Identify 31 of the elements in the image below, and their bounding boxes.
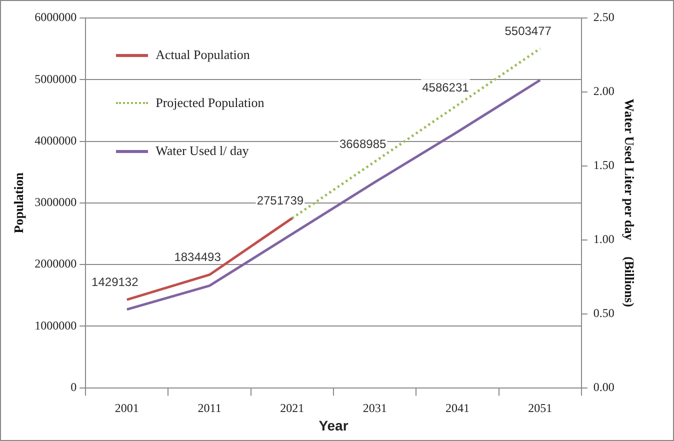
data-label: 2751739	[256, 194, 304, 208]
data-label: 5503477	[504, 24, 552, 38]
data-label: 4586231	[422, 80, 470, 94]
y2-tick-label: 1.00	[593, 232, 614, 246]
data-label: 3668985	[339, 136, 386, 151]
x-tick-label: 2001	[114, 401, 139, 416]
y2-tick-label: 2.50	[593, 10, 614, 24]
y-tick-label: 5000000	[34, 72, 77, 86]
y-tick-label: 0	[70, 380, 77, 394]
legend-label: Actual Population	[156, 47, 250, 63]
y-tick-label: 6000000	[34, 10, 77, 24]
y2-tick-label: 2.00	[593, 84, 614, 98]
y2-tick-label: 1.50	[593, 158, 614, 172]
y-tick-label: 2000000	[34, 256, 77, 271]
x-tick-label: 2041	[445, 401, 470, 416]
y-axis-title: Population	[11, 172, 26, 234]
data-label: 1429132	[92, 275, 139, 290]
legend-label: Projected Population	[156, 95, 264, 111]
data-label: 1834493	[174, 250, 222, 264]
y-tick-label: 4000000	[34, 133, 77, 148]
x-tick-label: 2051	[528, 401, 552, 416]
x-tick-label: 2031	[362, 401, 387, 416]
x-tick-label: 2011	[198, 401, 222, 416]
x-tick-label: 2021	[280, 401, 304, 416]
y-tick-label: 1000000	[34, 318, 77, 332]
y2-tick-label: 0.00	[593, 380, 614, 394]
y2-tick-label: 0.50	[593, 306, 614, 320]
legend-label: Water Used l/ day	[156, 143, 249, 159]
y-tick-label: 3000000	[34, 195, 77, 210]
y2-axis-title: Water Used Liter per day (Billions)	[622, 98, 637, 308]
x-axis-title: Year	[318, 417, 349, 434]
